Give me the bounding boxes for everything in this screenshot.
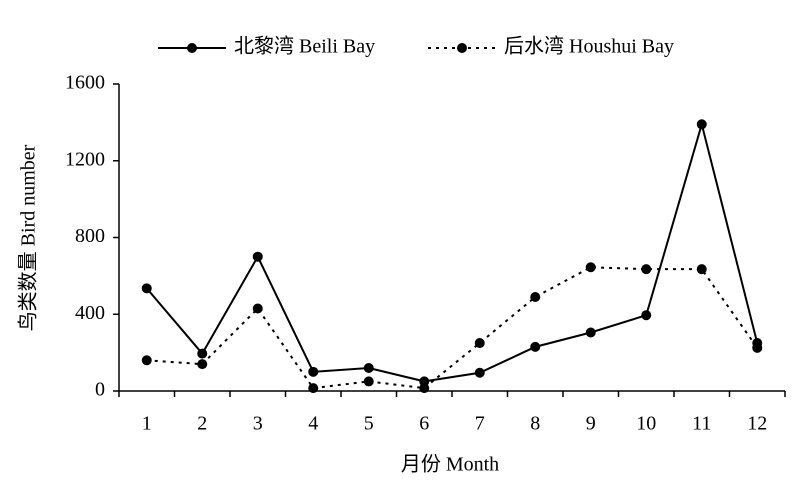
x-tick-label: 4 [308,413,318,435]
x-tick-label: 12 [747,413,767,435]
data-point [474,367,485,378]
series-line [145,120,759,383]
x-tick-label: 11 [692,413,711,435]
data-point [308,383,319,394]
data-point [474,338,485,349]
x-tick-label: 3 [253,413,263,435]
data-point [585,327,596,338]
x-axis-label: 月份 Month [401,453,499,476]
x-tick-label: 7 [475,413,485,435]
data-point [363,362,374,373]
y-tick-label: 0 [95,379,105,401]
y-axis-label: 鸟类数量 Bird number [17,144,40,331]
legend-label: 北黎湾 Beili Bay [234,35,375,58]
x-tick-label: 8 [530,413,540,435]
data-point [141,283,152,294]
x-tick-label: 5 [364,413,374,435]
series-line [146,266,759,390]
data-point [641,310,652,321]
data-point [141,355,152,366]
x-tick-label: 10 [636,413,656,435]
data-point [752,342,763,353]
y-tick-label: 1200 [65,148,105,170]
data-point [252,303,263,314]
data-point [197,348,208,359]
data-point [363,376,374,387]
data-point [585,262,596,273]
x-tick-label: 9 [586,413,596,435]
data-point [197,359,208,370]
data-point [530,341,541,352]
data-point [530,291,541,302]
data-point [308,366,319,377]
y-tick-label: 800 [75,225,105,247]
legend-marker [457,43,467,53]
data-point [252,251,263,262]
data-point [696,264,707,275]
x-tick-label: 1 [142,413,152,435]
data-point [641,264,652,275]
y-tick-label: 400 [75,302,105,324]
data-point [419,383,430,394]
x-tick-label: 6 [419,413,429,435]
y-tick-label: 1600 [65,72,105,94]
data-point [696,119,707,130]
legend-marker [187,43,197,53]
x-tick-label: 2 [197,413,207,435]
legend-label: 后水湾 Houshui Bay [504,35,674,58]
